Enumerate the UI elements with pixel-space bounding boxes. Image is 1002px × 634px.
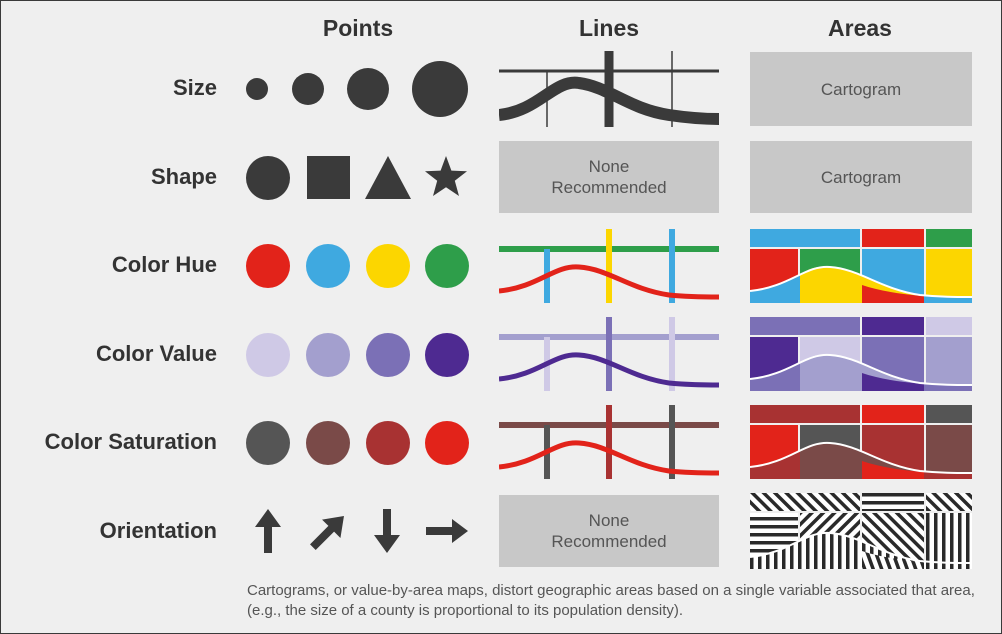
point-saturation-3 bbox=[366, 421, 410, 465]
point-size-2 bbox=[292, 73, 324, 105]
area-saturation-boundary bbox=[750, 441, 972, 474]
area-hue-yellow bbox=[926, 249, 972, 303]
area-value-top-3 bbox=[926, 317, 972, 335]
point-size-4 bbox=[412, 61, 468, 117]
area-value-light bbox=[926, 337, 972, 391]
point-hue-red bbox=[246, 244, 290, 288]
area-saturation-brown bbox=[926, 425, 972, 479]
area-hue-lower-red bbox=[862, 285, 924, 303]
area-hue-red-top bbox=[862, 229, 924, 247]
point-hue-blue bbox=[306, 244, 350, 288]
area-saturation-top-3 bbox=[926, 405, 972, 423]
row-label-color-hue: Color Hue bbox=[111, 252, 217, 277]
row-label-orientation: Orientation bbox=[99, 518, 217, 543]
arrow-up-right-icon bbox=[310, 516, 344, 550]
lines-saturation-cell bbox=[499, 405, 720, 479]
point-value-4 bbox=[425, 333, 469, 377]
area-hue-blue-top bbox=[750, 229, 860, 247]
area-saturation-lower-3 bbox=[862, 461, 924, 479]
row-label-size: Size bbox=[172, 75, 217, 100]
areas-hue-cell bbox=[750, 229, 972, 303]
point-value-2 bbox=[306, 333, 350, 377]
area-orientation-vertical bbox=[926, 513, 972, 569]
points-shape-cell bbox=[246, 156, 467, 200]
area-value-lower-dark bbox=[862, 373, 924, 391]
point-saturation-4 bbox=[425, 421, 469, 465]
area-hue-boundary bbox=[750, 265, 972, 298]
column-title-lines: Lines bbox=[578, 15, 640, 41]
lines-orientation-none-box: None Recommended bbox=[499, 495, 719, 567]
row-label-shape: Shape bbox=[150, 164, 217, 189]
point-saturation-1 bbox=[246, 421, 290, 465]
arrow-right-icon bbox=[426, 519, 468, 543]
none-label: None bbox=[588, 157, 630, 176]
area-saturation-top-1 bbox=[750, 405, 860, 423]
circle-shape bbox=[246, 156, 290, 200]
line-curve-thick bbox=[499, 76, 720, 125]
lines-value-cell bbox=[499, 317, 720, 391]
lines-size-cell bbox=[499, 51, 720, 127]
points-hue-cell bbox=[246, 244, 469, 288]
area-hue-green-top bbox=[926, 229, 972, 247]
areas-orientation-cell bbox=[750, 493, 972, 569]
area-orientation-lower-slanted bbox=[862, 551, 924, 569]
area-orientation-top-1 bbox=[750, 493, 860, 511]
point-value-3 bbox=[366, 333, 410, 377]
lines-hue-cell bbox=[499, 229, 720, 303]
line-hue-red-curve bbox=[499, 264, 720, 300]
line-saturation-red-curve bbox=[499, 440, 720, 476]
points-saturation-cell bbox=[246, 421, 469, 465]
arrow-up-icon bbox=[255, 509, 281, 553]
point-hue-green bbox=[425, 244, 469, 288]
point-hue-yellow bbox=[366, 244, 410, 288]
area-orientation-top-2 bbox=[862, 493, 924, 511]
area-value-top-1 bbox=[750, 317, 860, 335]
square-shape bbox=[307, 156, 350, 199]
point-value-1 bbox=[246, 333, 290, 377]
row-label-color-saturation: Color Saturation bbox=[44, 429, 217, 454]
arrow-down-icon bbox=[374, 509, 400, 553]
recommended-label: Recommended bbox=[551, 532, 667, 551]
point-size-1 bbox=[246, 78, 268, 100]
lines-shape-none-box: None Recommended bbox=[499, 141, 719, 213]
areas-size-cartogram-box: Cartogram bbox=[750, 52, 972, 126]
points-orientation-cell bbox=[255, 509, 468, 553]
column-title-points: Points bbox=[322, 15, 394, 41]
points-size-cell bbox=[246, 61, 468, 117]
areas-shape-cartogram-box: Cartogram bbox=[750, 141, 972, 213]
cartogram-label: Cartogram bbox=[820, 167, 902, 187]
line-value-dark-curve bbox=[499, 352, 720, 388]
area-orientation-boundary bbox=[750, 531, 972, 564]
cartogram-caption: Cartograms, or value-by-area maps, disto… bbox=[247, 582, 975, 619]
points-value-cell bbox=[246, 333, 469, 377]
cartogram-label: Cartogram bbox=[820, 79, 902, 99]
star-shape bbox=[425, 156, 467, 196]
recommended-label: Recommended bbox=[551, 178, 667, 197]
column-title-areas: Areas bbox=[828, 15, 892, 41]
area-saturation-top-2 bbox=[862, 405, 924, 423]
areas-value-cell bbox=[750, 317, 972, 391]
point-saturation-2 bbox=[306, 421, 350, 465]
area-orientation-top-3 bbox=[926, 493, 972, 511]
none-label: None bbox=[588, 511, 630, 530]
area-orientation-lower-vertical bbox=[750, 532, 972, 569]
triangle-shape bbox=[365, 156, 411, 199]
row-label-color-value: Color Value bbox=[95, 341, 217, 366]
area-value-boundary bbox=[750, 353, 972, 386]
areas-saturation-cell bbox=[750, 405, 972, 479]
point-size-3 bbox=[347, 68, 389, 110]
area-value-top-2 bbox=[862, 317, 924, 335]
